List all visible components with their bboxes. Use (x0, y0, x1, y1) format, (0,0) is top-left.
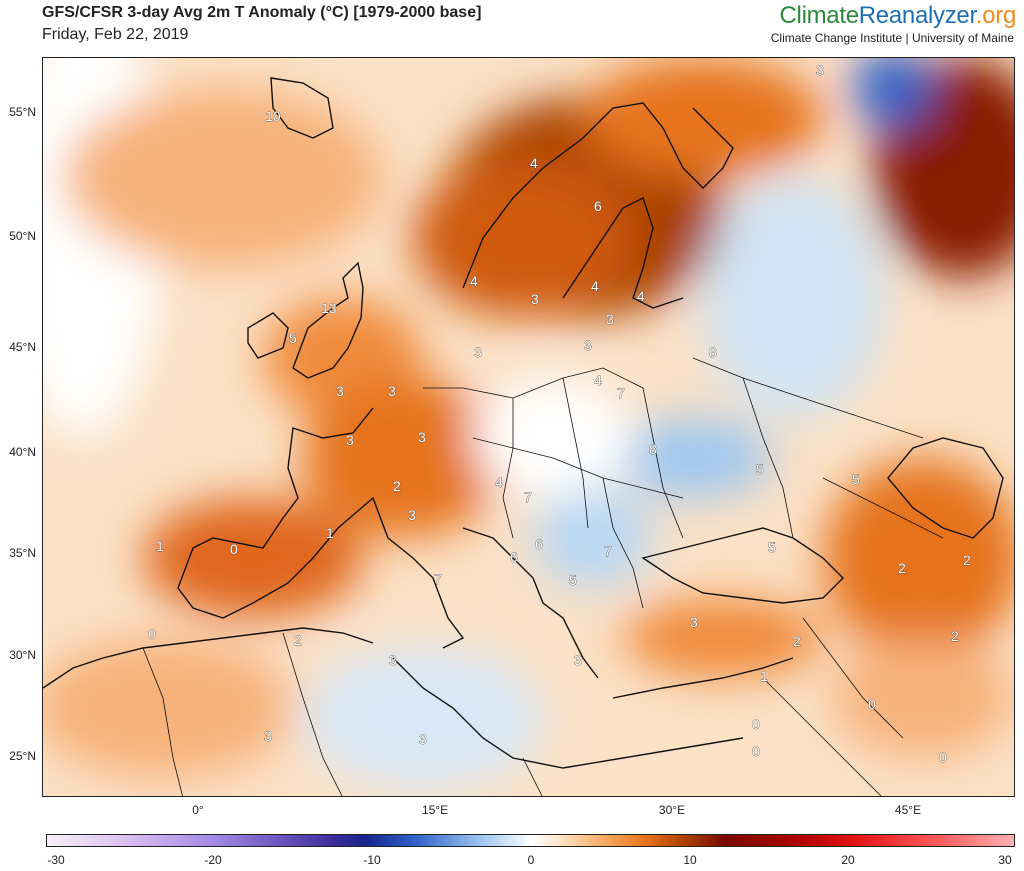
anomaly-label: 0 (752, 716, 760, 732)
anomaly-label: 8 (709, 344, 717, 360)
colorbar-tick: 10 (683, 853, 697, 867)
anomaly-label: 4 (594, 372, 602, 388)
anomaly-label: 6 (535, 536, 543, 552)
anomaly-label: 3 (606, 311, 614, 327)
anomaly-label: 3 (418, 429, 426, 445)
anomaly-label: 0 (939, 749, 947, 765)
anomaly-label: 1 (156, 538, 164, 554)
anomaly-label: 5 (569, 572, 577, 588)
anomaly-label: 4 (637, 288, 645, 304)
borders (142, 357, 944, 796)
anomaly-label: 4 (591, 278, 599, 294)
lon-label: 30°E (658, 803, 686, 817)
anomaly-label: 2 (963, 552, 971, 568)
anomaly-label-layer: 10 4 6 4 3 4 4 13 5 3 3 3 3 4 7 8 3 3 3 … (148, 62, 972, 766)
anomaly-label: 3 (389, 652, 397, 668)
anomaly-label: 6 (510, 549, 518, 565)
anomaly-label: 3 (531, 291, 539, 307)
colorbar-tick: 30 (998, 853, 1012, 867)
anomaly-field (43, 58, 1014, 788)
anomaly-label: 0 (752, 743, 760, 759)
anomaly-map: 10 4 6 4 3 4 4 13 5 3 3 3 3 4 7 8 3 3 3 … (42, 57, 1015, 797)
anomaly-label: 5 (289, 330, 297, 346)
lat-label: 40°N (9, 445, 36, 459)
lon-label: 0° (192, 803, 204, 817)
colorbar-tick: -20 (204, 853, 222, 867)
anomaly-label: 4 (530, 155, 538, 171)
anomaly-label: 5 (756, 461, 764, 477)
anomaly-label: 3 (690, 614, 698, 630)
anomaly-label: 5 (852, 471, 860, 487)
brand-logo-part2: Reanalyzer (858, 2, 976, 29)
anomaly-label: 1 (760, 668, 768, 684)
lat-label: 55°N (9, 105, 36, 119)
anomaly-label: 7 (434, 571, 442, 587)
anomaly-label: 7 (604, 543, 612, 559)
brand-subtitle: Climate Change Institute | University of… (770, 31, 1014, 45)
anomaly-label: 3 (346, 432, 354, 448)
anomaly-label: 8 (649, 441, 657, 457)
anomaly-label: 7 (617, 385, 625, 401)
anomaly-label: 0 (148, 626, 156, 642)
anomaly-label: 3 (419, 731, 427, 747)
anomaly-label: 3 (816, 62, 824, 78)
anomaly-label: 3 (408, 507, 416, 523)
anomaly-label: 3 (574, 652, 582, 668)
anomaly-label: 2 (898, 560, 906, 576)
anomaly-map-svg (43, 58, 1014, 796)
lon-label: 15°E (421, 803, 449, 817)
anomaly-label: 2 (793, 633, 801, 649)
anomaly-label: 4 (495, 474, 503, 490)
anomaly-label: 13 (321, 300, 337, 316)
anomaly-label: 2 (951, 628, 959, 644)
brand-logo-part1: Climate (779, 2, 860, 29)
colorbar-tick: -10 (363, 853, 381, 867)
brand-logo-part3: .org (975, 2, 1016, 29)
map-title: GFS/CFSR 3-day Avg 2m T Anomaly (°C) [19… (42, 4, 482, 21)
lat-label: 35°N (9, 546, 36, 560)
lon-label: 45°E (894, 803, 922, 817)
anomaly-label: 0 (230, 541, 238, 557)
coastlines (43, 77, 1004, 769)
anomaly-label: 1 (326, 525, 334, 541)
lat-label: 30°N (9, 648, 36, 662)
anomaly-label: 3 (584, 337, 592, 353)
anomaly-label: 2 (294, 632, 302, 648)
lat-label: 50°N (9, 229, 36, 243)
anomaly-label: 3 (474, 344, 482, 360)
anomaly-label: 2 (393, 478, 401, 494)
anomaly-label: 4 (470, 273, 478, 289)
anomaly-label: 3 (388, 383, 396, 399)
anomaly-label: 10 (265, 108, 281, 124)
colorbar (46, 834, 1015, 847)
anomaly-label: 6 (594, 198, 602, 214)
anomaly-label: 0 (868, 696, 876, 712)
colorbar-tick: 20 (841, 853, 855, 867)
lat-label: 45°N (9, 340, 36, 354)
anomaly-label: 3 (264, 728, 272, 744)
brand-logo[interactable]: ClimateReanalyzer.org (780, 2, 1017, 30)
colorbar-tick: 0 (527, 853, 535, 867)
colorbar-tick: -30 (47, 853, 65, 867)
lat-label: 25°N (9, 749, 36, 763)
anomaly-label: 3 (336, 383, 344, 399)
map-date: Friday, Feb 22, 2019 (42, 26, 189, 43)
anomaly-label: 7 (524, 489, 532, 505)
anomaly-label: 5 (768, 539, 776, 555)
